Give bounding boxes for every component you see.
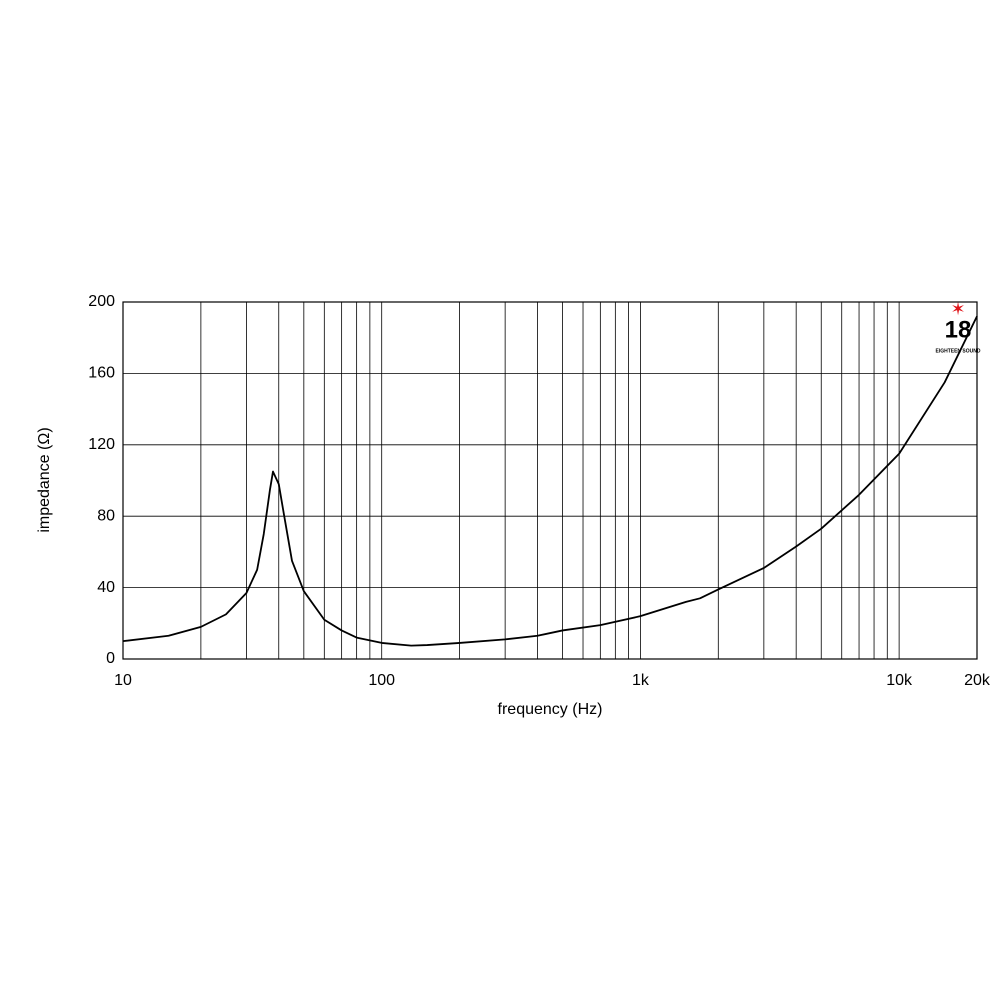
y-tick-label: 200 — [88, 293, 115, 310]
logo-number: 18 — [945, 316, 972, 343]
x-tick-label: 100 — [368, 672, 395, 689]
y-tick-label: 160 — [88, 365, 115, 382]
impedance-line — [122, 315, 978, 647]
x-tick-label: 1k — [632, 672, 650, 689]
y-tick-label: 80 — [97, 507, 115, 524]
logo-star: ✶ — [950, 299, 965, 319]
y-tick-label: 120 — [88, 436, 115, 453]
y-tick-label: 0 — [106, 650, 115, 667]
y-tick-label: 40 — [97, 579, 115, 596]
x-tick-label: 20k — [964, 672, 991, 689]
x-tick-label: 10k — [886, 672, 913, 689]
logo-brand: EIGHTEEN SOUND — [935, 348, 980, 354]
x-axis-label: frequency (Hz) — [498, 701, 603, 718]
plot-frame — [122, 301, 978, 660]
y-axis-label: impedance (Ω) — [36, 427, 53, 532]
x-tick-label: 10 — [114, 672, 132, 689]
